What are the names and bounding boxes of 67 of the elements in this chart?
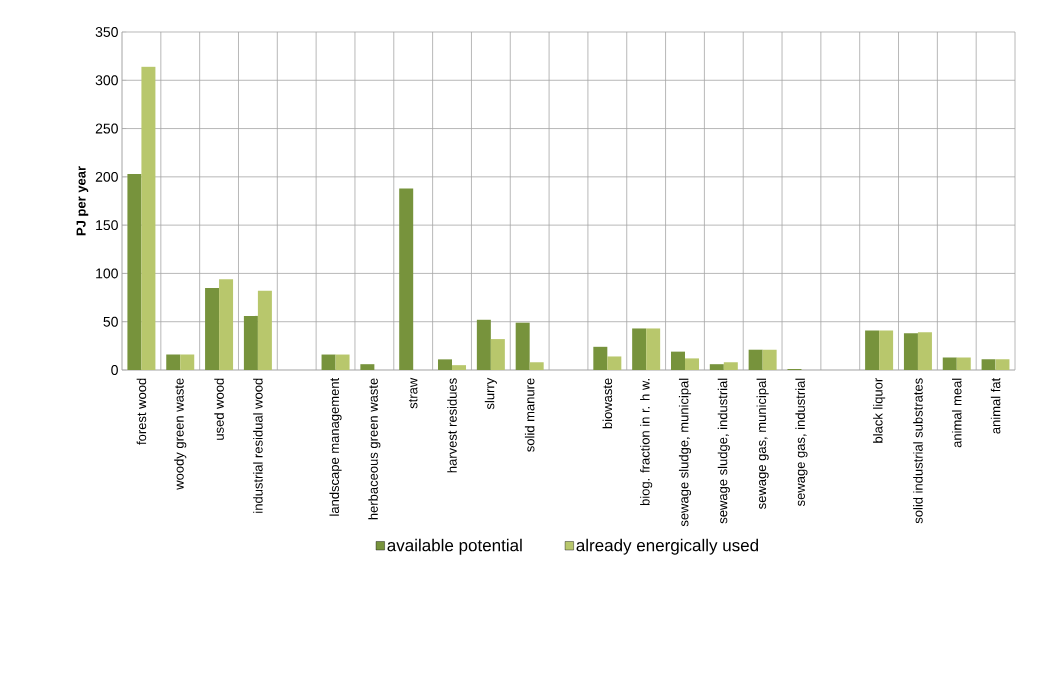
bar <box>917 332 932 370</box>
bar <box>529 362 544 370</box>
x-tick-label: herbaceous green waste <box>368 378 381 520</box>
bar <box>205 287 220 370</box>
y-axis-title: PJ per year <box>76 166 89 236</box>
bar <box>257 290 272 370</box>
x-tick-label: sewage gas, industrial <box>795 378 808 507</box>
x-tick-label: straw <box>408 377 418 409</box>
x-tick-label: industrial residual wood <box>253 378 263 513</box>
x-tick-label: solid manure <box>524 378 535 452</box>
bar <box>646 328 661 370</box>
x-tick-label: biog. fraction in r. h w. <box>640 378 653 506</box>
y-tick-label: 150 <box>96 220 118 231</box>
bar <box>399 188 414 370</box>
bar <box>335 354 350 370</box>
bar <box>607 356 622 370</box>
bar <box>865 330 880 370</box>
y-tick-label: 250 <box>95 123 118 134</box>
legend-label: available potential <box>387 538 522 555</box>
x-tick-label: solid industrial substrates <box>913 378 923 524</box>
y-tick-label: 100 <box>96 268 118 279</box>
bar <box>709 364 724 370</box>
y-tick-label: 300 <box>95 75 118 86</box>
bar <box>490 339 505 370</box>
bar <box>748 349 763 370</box>
x-tick-label: landscape management <box>329 377 342 516</box>
bar <box>995 359 1010 370</box>
bar <box>438 359 453 370</box>
bar <box>632 328 647 370</box>
y-tick-label: 200 <box>95 171 118 182</box>
bar <box>452 365 467 370</box>
x-tick-label: sewage sludge, industrial <box>717 378 730 524</box>
bar <box>476 319 491 370</box>
bar <box>942 357 957 370</box>
x-tick-label: sewage gas, municipal <box>756 378 769 509</box>
bar <box>219 279 234 370</box>
bar <box>723 362 738 370</box>
y-tick-label: 0 <box>111 365 118 375</box>
bar <box>141 66 156 370</box>
bar <box>127 173 142 370</box>
bar <box>321 354 336 370</box>
bar <box>166 354 181 370</box>
bar <box>879 330 894 370</box>
bar <box>243 315 258 370</box>
x-tick-label: woody green waste <box>174 378 187 490</box>
x-tick-label: animal fat <box>990 377 1001 434</box>
bar <box>903 333 918 370</box>
x-tick-label: biowaste <box>602 378 613 429</box>
bar <box>515 322 530 370</box>
bar <box>956 357 971 370</box>
bar <box>981 359 996 370</box>
bar <box>360 364 375 370</box>
x-tick-label: harvest residues <box>447 378 457 473</box>
bar <box>670 351 685 370</box>
legend-label: already energically used <box>576 538 758 555</box>
x-tick-label: forest wood <box>136 378 147 445</box>
x-tick-label: slurry <box>484 377 497 410</box>
bar <box>762 349 777 370</box>
x-tick-label: black liquor <box>873 378 886 443</box>
x-tick-label: sewage sludge, municipal <box>678 378 692 527</box>
bar <box>593 346 608 370</box>
bar <box>180 354 195 370</box>
y-tick-label: 50 <box>103 316 118 327</box>
x-tick-label: animal meal <box>951 378 962 448</box>
bar <box>684 358 699 370</box>
y-tick-label: 350 <box>95 27 118 37</box>
x-tick-label: used wood <box>214 378 224 440</box>
